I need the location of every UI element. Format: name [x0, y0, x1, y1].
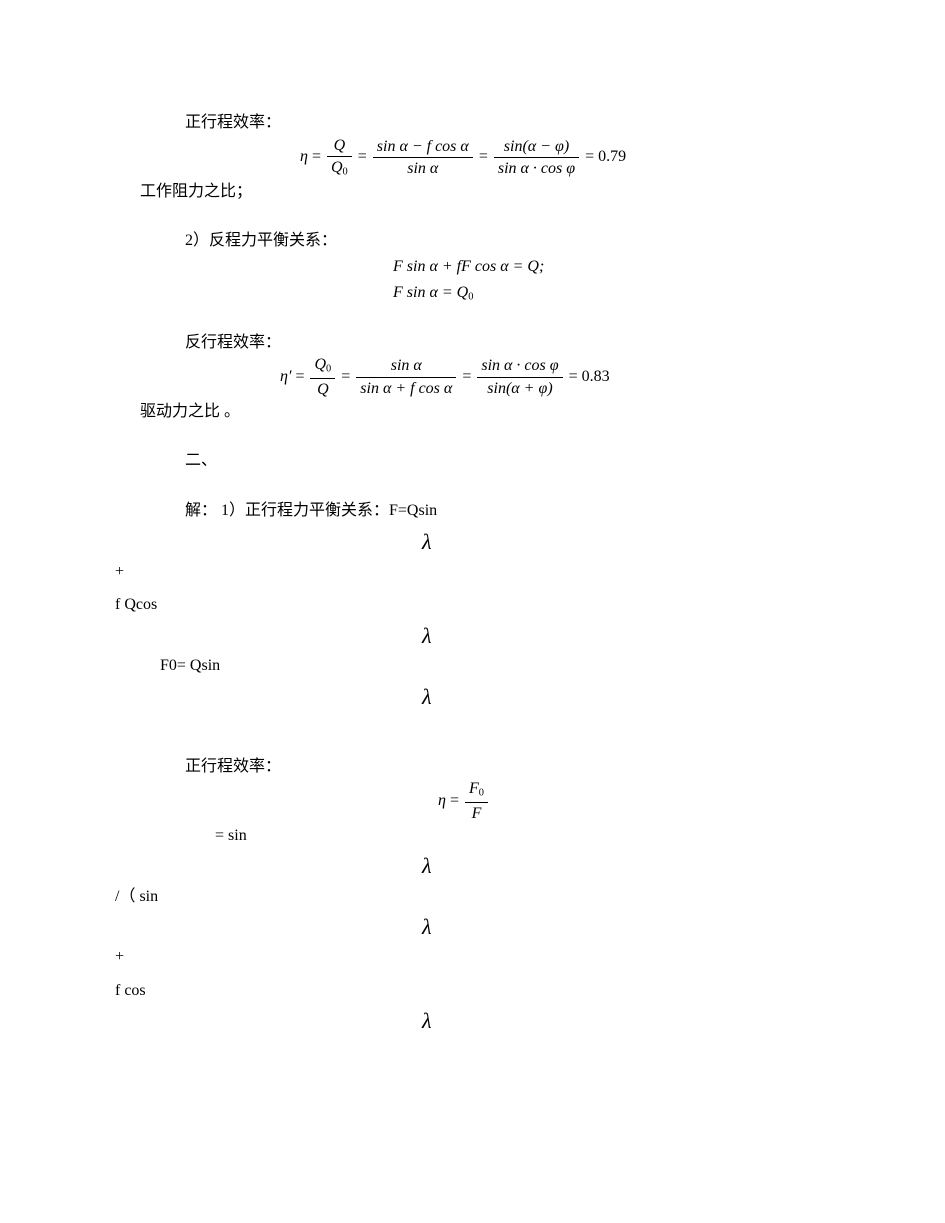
label-work-resistance-ratio: 工作阻力之比； — [0, 179, 945, 205]
text-eq-sin: = sin — [0, 823, 945, 849]
result-value: 0.79 — [598, 148, 626, 165]
symbol-lambda: λ — [0, 524, 945, 559]
label-reverse-balance: 2）反程力平衡关系： — [0, 228, 945, 254]
symbol-lambda: λ — [0, 909, 945, 944]
equation-eta-forward: η = Q Q0 = sin α − f cos α sin α = sin(α… — [0, 136, 945, 179]
fraction-trig-2: sin(α − φ) sin α · cos φ — [494, 137, 579, 178]
text-div-paren-sin: /（ sin — [0, 884, 945, 910]
denominator: sin α — [373, 158, 473, 178]
var-eta-prime: η′ — [280, 368, 291, 385]
fraction-trig-3: sin α sin α + f cos α — [356, 356, 456, 397]
var-Q: Q — [331, 159, 343, 176]
solution-line-1: 解： 1）正行程力平衡关系：F=Qsin — [0, 498, 945, 524]
text-plus: + — [0, 559, 945, 585]
equation-balance-line2: F sin α = Q0 — [0, 280, 945, 306]
denominator: sin α + f cos α — [356, 378, 456, 398]
fraction-Q-Q0: Q Q0 — [327, 136, 352, 179]
text-fcos: f cos — [0, 978, 945, 1004]
symbol-lambda: λ — [0, 618, 945, 653]
numerator: sin(α − φ) — [494, 137, 579, 158]
denominator: F — [465, 803, 488, 823]
var-F: F — [469, 780, 479, 797]
text-F0-Qsin: F0= Qsin — [0, 653, 945, 679]
symbol-lambda: λ — [0, 679, 945, 714]
var-Q: Q — [314, 356, 326, 373]
var-eta: η — [300, 148, 308, 165]
label-reverse-efficiency: 反行程效率： — [0, 330, 945, 356]
text-plus-2: + — [0, 944, 945, 970]
symbol-lambda: λ — [0, 848, 945, 883]
denominator: sin(α + φ) — [477, 378, 562, 398]
label-drive-force-ratio: 驱动力之比 。 — [0, 399, 945, 425]
text-fQcos: f Qcos — [0, 592, 945, 618]
symbol-lambda: λ — [0, 1003, 945, 1038]
lhs: F sin α = Q — [393, 284, 468, 301]
var-eta: η — [438, 792, 446, 809]
numerator: sin α · cos φ — [477, 356, 562, 377]
fraction-F0-F: F0 F — [465, 779, 488, 822]
denominator: Q0 — [327, 157, 352, 179]
equation-balance-line1: F sin α + fF cos α = Q; — [0, 254, 945, 280]
subscript: 0 — [326, 364, 331, 375]
label-forward-efficiency-2: 正行程效率： — [0, 754, 945, 780]
subscript: 0 — [479, 788, 484, 799]
numerator: sin α − f cos α — [373, 137, 473, 158]
numerator: sin α — [356, 356, 456, 377]
subscript: 0 — [468, 291, 473, 302]
fraction-Q0-Q: Q0 Q — [310, 355, 335, 398]
label-forward-efficiency: 正行程效率： — [0, 110, 945, 136]
result-value: 0.83 — [582, 368, 610, 385]
equation-eta-F0F: η = F0 F — [0, 779, 945, 822]
denominator: sin α · cos φ — [494, 158, 579, 178]
fraction-trig-1: sin α − f cos α sin α — [373, 137, 473, 178]
subscript: 0 — [343, 166, 348, 177]
denominator: Q — [310, 379, 335, 399]
numerator: Q — [327, 136, 352, 157]
equation-eta-reverse: η′ = Q0 Q = sin α sin α + f cos α = sin … — [0, 355, 945, 398]
numerator: F0 — [465, 779, 488, 802]
fraction-trig-4: sin α · cos φ sin(α + φ) — [477, 356, 562, 397]
section-two: 二、 — [0, 448, 945, 474]
numerator: Q0 — [310, 355, 335, 378]
